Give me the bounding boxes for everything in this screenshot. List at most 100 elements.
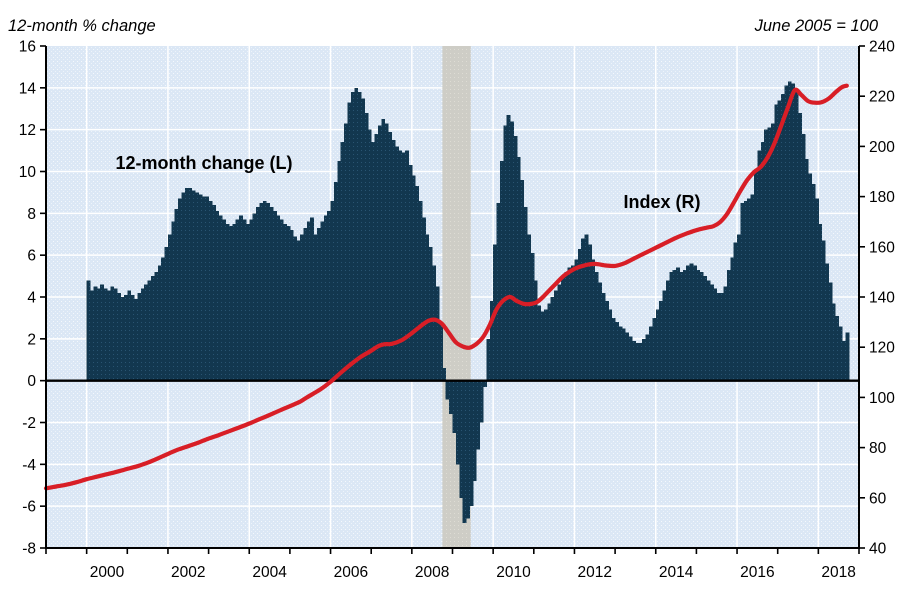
x-axis-year-label: 2006 bbox=[334, 564, 368, 581]
bar bbox=[689, 263, 694, 381]
x-axis-year-label: 2014 bbox=[659, 564, 694, 581]
bar bbox=[571, 265, 575, 381]
bar bbox=[476, 380, 481, 450]
left-axis-tick-label: 4 bbox=[27, 290, 36, 307]
left-axis-tick-label: 8 bbox=[27, 206, 36, 223]
bar bbox=[405, 150, 409, 381]
bar bbox=[601, 292, 606, 381]
bar bbox=[540, 311, 545, 381]
bar bbox=[90, 290, 94, 381]
bar bbox=[171, 221, 176, 381]
bar bbox=[588, 244, 592, 381]
bar bbox=[554, 290, 558, 381]
bar bbox=[486, 338, 491, 381]
bar bbox=[218, 215, 223, 381]
bar bbox=[811, 184, 816, 381]
bar bbox=[479, 380, 484, 423]
bar bbox=[537, 305, 542, 381]
bar bbox=[211, 204, 216, 381]
bar bbox=[113, 288, 118, 381]
bar bbox=[361, 98, 365, 381]
bar bbox=[167, 234, 172, 381]
bar bbox=[527, 234, 531, 381]
left-axis-title: 12-month % change bbox=[8, 17, 156, 35]
bar bbox=[642, 338, 647, 381]
bar bbox=[767, 127, 772, 381]
bar bbox=[726, 269, 731, 381]
bar bbox=[445, 380, 450, 400]
bar bbox=[337, 161, 342, 381]
bar bbox=[845, 332, 850, 381]
bar bbox=[472, 380, 477, 482]
x-axis-year-label: 2004 bbox=[252, 564, 287, 581]
bar bbox=[452, 380, 457, 433]
bar bbox=[330, 200, 335, 381]
bar bbox=[418, 200, 423, 381]
bar bbox=[665, 280, 670, 381]
bar bbox=[276, 215, 281, 381]
bar bbox=[120, 297, 125, 381]
bar bbox=[770, 123, 775, 381]
left-axis-tick-label: 10 bbox=[19, 164, 37, 181]
bar bbox=[777, 100, 782, 381]
bar bbox=[340, 142, 345, 381]
bar bbox=[794, 92, 799, 381]
bar bbox=[737, 234, 741, 381]
bar bbox=[394, 146, 399, 381]
bar bbox=[560, 278, 565, 381]
bar bbox=[181, 192, 186, 381]
bar bbox=[327, 211, 331, 381]
bar bbox=[621, 328, 626, 381]
bar bbox=[655, 309, 660, 381]
bar bbox=[157, 265, 162, 381]
bar bbox=[547, 303, 552, 381]
bar bbox=[147, 280, 152, 381]
bar bbox=[716, 292, 721, 381]
left-axis-tick-label: -4 bbox=[22, 457, 36, 474]
left-axis-tick-label: 2 bbox=[27, 331, 36, 348]
bar bbox=[134, 299, 138, 381]
bar bbox=[249, 219, 254, 381]
bar bbox=[584, 234, 589, 381]
x-axis-year-label: 2016 bbox=[740, 564, 774, 581]
bar bbox=[506, 115, 511, 381]
bar bbox=[130, 294, 135, 381]
bar bbox=[750, 194, 755, 381]
bar bbox=[232, 223, 237, 381]
index-line-layer bbox=[43, 83, 849, 491]
bar bbox=[103, 288, 108, 381]
bar bbox=[279, 219, 284, 381]
bar bbox=[682, 269, 687, 381]
bar bbox=[628, 336, 633, 381]
bar bbox=[198, 194, 203, 381]
bar bbox=[323, 215, 328, 381]
bar bbox=[469, 380, 474, 507]
bar bbox=[615, 322, 619, 381]
bar bbox=[459, 380, 464, 498]
bar bbox=[703, 276, 708, 381]
bar bbox=[269, 207, 274, 381]
bar bbox=[293, 236, 298, 381]
bar bbox=[137, 292, 142, 381]
x-axis-year-label: 2002 bbox=[171, 564, 205, 581]
bar bbox=[411, 175, 416, 381]
bar bbox=[591, 259, 596, 381]
bar bbox=[625, 332, 630, 381]
bar bbox=[127, 290, 132, 381]
bar bbox=[781, 94, 785, 381]
bar bbox=[195, 192, 199, 381]
x-axis-year-label: 2010 bbox=[496, 564, 531, 581]
bar bbox=[252, 213, 257, 381]
bar bbox=[306, 221, 311, 381]
bar bbox=[662, 290, 667, 381]
bars-series-label: 12-month change (L) bbox=[115, 153, 292, 173]
bar bbox=[706, 280, 711, 381]
bar bbox=[313, 234, 318, 381]
bar bbox=[123, 294, 128, 381]
bar bbox=[283, 223, 287, 381]
bar bbox=[574, 259, 579, 381]
bar bbox=[242, 219, 247, 381]
bar bbox=[215, 211, 220, 381]
bar bbox=[117, 292, 121, 381]
bar bbox=[720, 292, 724, 381]
